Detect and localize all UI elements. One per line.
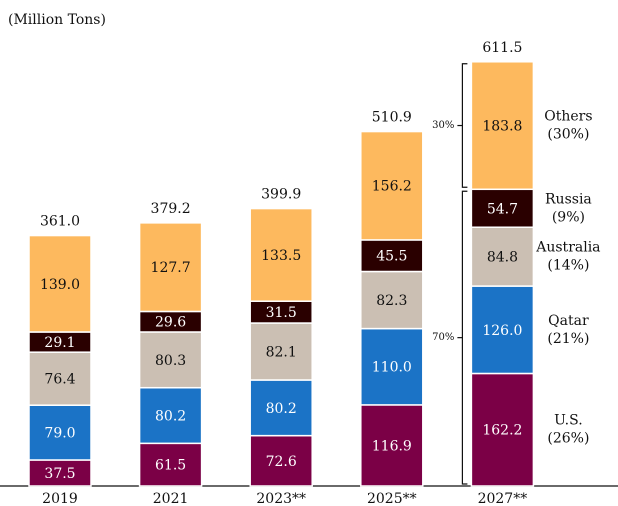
x-tick-label: 2027**: [478, 491, 528, 506]
segment-label: 183.8: [482, 119, 522, 135]
bar-segment: [138, 442, 203, 487]
segment-label: 127.7: [151, 260, 191, 276]
bar-segment: [249, 379, 313, 437]
segment-label: 37.5: [44, 466, 75, 482]
segment-label: 61.5: [155, 458, 186, 474]
segment-label: 31.5: [266, 305, 297, 321]
bracket: [461, 190, 468, 485]
segment-label: 82.1: [266, 345, 297, 361]
segment-label: 76.4: [44, 372, 75, 388]
legend-share: (26%): [547, 431, 589, 447]
legend-name: Australia: [535, 240, 600, 256]
bar-segment: [138, 386, 203, 445]
segment-label: 45.5: [376, 249, 407, 265]
bracket-label: 70%: [432, 332, 454, 343]
segment-label: 80.2: [155, 409, 186, 425]
segment-label: 80.3: [155, 353, 186, 369]
bar-segment: [470, 61, 535, 191]
segment-label: 80.2: [266, 401, 297, 417]
bar-segment: [28, 234, 92, 333]
legend-name: Qatar: [548, 313, 589, 329]
total-label: 379.2: [151, 201, 191, 217]
total-label: 611.5: [482, 40, 522, 56]
segment-label: 29.1: [44, 335, 75, 351]
x-tick-label: 2021: [153, 491, 189, 506]
chart-title: (Million Tons): [8, 12, 106, 28]
segment-label: 79.0: [44, 426, 75, 442]
bracket: [461, 63, 468, 188]
legend-share: (30%): [547, 127, 589, 143]
x-tick-label: 2025**: [367, 491, 417, 506]
segment-label: 72.6: [266, 454, 297, 470]
bracket-label: 30%: [432, 120, 454, 131]
bar-segment: [28, 459, 92, 487]
bar-segment: [138, 222, 203, 313]
bar-segment: [360, 130, 424, 241]
bar-segment: [360, 239, 424, 273]
bar-segment: [249, 434, 313, 487]
bar-segment: [249, 322, 313, 381]
legend-share: (14%): [547, 258, 589, 274]
segment-label: 84.8: [487, 250, 518, 266]
bar-segment: [249, 207, 313, 302]
segment-label: 156.2: [372, 179, 412, 195]
legend-name: U.S.: [554, 413, 583, 429]
segment-label: 29.6: [155, 315, 186, 331]
total-label: 361.0: [40, 214, 80, 230]
segment-label: 110.0: [372, 360, 412, 376]
legend-share: (21%): [547, 331, 589, 347]
segment-label: 133.5: [261, 248, 301, 264]
segment-label: 116.9: [372, 438, 412, 454]
total-label: 510.9: [372, 110, 412, 126]
bar-segment: [360, 404, 424, 487]
legend-share: (9%): [552, 209, 585, 225]
bar-segment: [28, 404, 92, 461]
x-tick-label: 2019: [42, 491, 78, 506]
segment-label: 82.3: [376, 293, 407, 309]
segment-label: 139.0: [40, 277, 80, 293]
bar-segment: [138, 331, 203, 389]
x-tick-label: 2023**: [256, 491, 306, 506]
segment-label: 126.0: [482, 323, 522, 339]
legend-name: Russia: [545, 191, 592, 207]
segment-label: 54.7: [487, 201, 518, 217]
segment-label: 162.2: [482, 423, 522, 439]
legend-name: Others: [544, 109, 592, 125]
total-label: 399.9: [261, 187, 301, 203]
